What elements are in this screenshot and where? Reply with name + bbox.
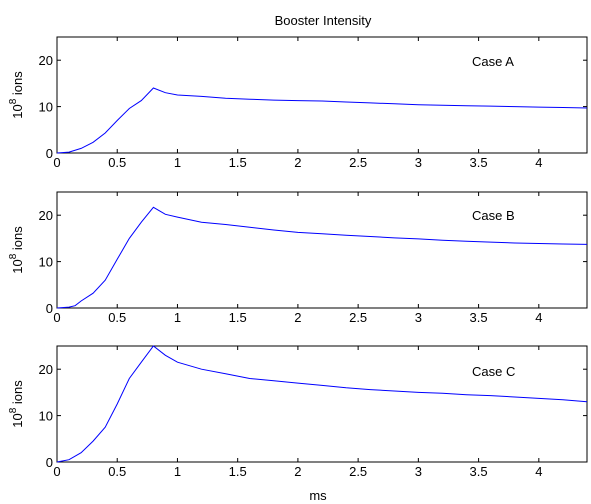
x-axis-label: ms <box>309 488 327 503</box>
x-tick-label: 2.5 <box>349 310 367 325</box>
x-tick-label: 3 <box>415 310 422 325</box>
y-axis-label: 108 ions <box>8 380 25 428</box>
y-tick-label: 20 <box>39 53 53 68</box>
x-tick-label: 2 <box>294 464 301 479</box>
x-tick-label: 1.5 <box>229 464 247 479</box>
y-axis-label-exponent: 8 <box>8 253 19 259</box>
x-tick-label: 3.5 <box>470 310 488 325</box>
plot-frame <box>56 345 588 463</box>
y-tick-label: 20 <box>39 208 53 223</box>
x-tick-label: 1.5 <box>229 155 247 170</box>
y-axis-label-unit: ions <box>10 71 25 99</box>
y-tick-label: 0 <box>46 146 53 161</box>
series-line-2 <box>56 206 588 309</box>
y-tick-label: 0 <box>46 301 53 316</box>
case-label: Case A <box>472 54 514 69</box>
case-label: Case B <box>472 208 515 223</box>
x-tick-label: 4 <box>535 310 542 325</box>
x-tick-label: 1 <box>174 155 181 170</box>
x-tick-label: 1.5 <box>229 310 247 325</box>
x-tick-label: 0 <box>53 310 60 325</box>
x-tick-label: 0 <box>53 155 60 170</box>
plot-frame <box>56 36 588 154</box>
plot-frame <box>56 191 588 309</box>
x-tick-label: 3 <box>415 155 422 170</box>
y-axis-label-unit: ions <box>10 380 25 408</box>
y-axis-label-exponent: 8 <box>8 98 19 104</box>
x-tick-label: 0.5 <box>108 310 126 325</box>
series-line-3 <box>56 345 588 463</box>
y-tick-label: 20 <box>39 362 53 377</box>
y-axis-label-base: 10 <box>10 413 25 427</box>
case-label: Case C <box>472 364 515 379</box>
x-tick-label: 4 <box>535 155 542 170</box>
y-axis-label: 108 ions <box>8 226 25 274</box>
x-tick-label: 0 <box>53 464 60 479</box>
y-axis-label-exponent: 8 <box>8 407 19 413</box>
y-axis-label-base: 10 <box>10 104 25 118</box>
x-tick-label: 1 <box>174 464 181 479</box>
y-tick-label: 10 <box>39 100 53 115</box>
x-tick-label: 3.5 <box>470 155 488 170</box>
chart-title: Booster Intensity <box>275 13 372 28</box>
x-tick-label: 1 <box>174 310 181 325</box>
y-tick-label: 0 <box>46 455 53 470</box>
x-tick-label: 0.5 <box>108 464 126 479</box>
y-axis-label-base: 10 <box>10 259 25 273</box>
y-axis-label-unit: ions <box>10 226 25 254</box>
x-tick-label: 2.5 <box>349 155 367 170</box>
x-tick-label: 0.5 <box>108 155 126 170</box>
y-tick-label: 10 <box>39 409 53 424</box>
series-line-1 <box>56 87 588 154</box>
x-tick-label: 3 <box>415 464 422 479</box>
x-tick-label: 2 <box>294 310 301 325</box>
x-tick-label: 2.5 <box>349 464 367 479</box>
y-tick-label: 10 <box>39 255 53 270</box>
x-tick-label: 4 <box>535 464 542 479</box>
x-tick-label: 3.5 <box>470 464 488 479</box>
x-tick-label: 2 <box>294 155 301 170</box>
y-axis-label: 108 ions <box>8 71 25 119</box>
